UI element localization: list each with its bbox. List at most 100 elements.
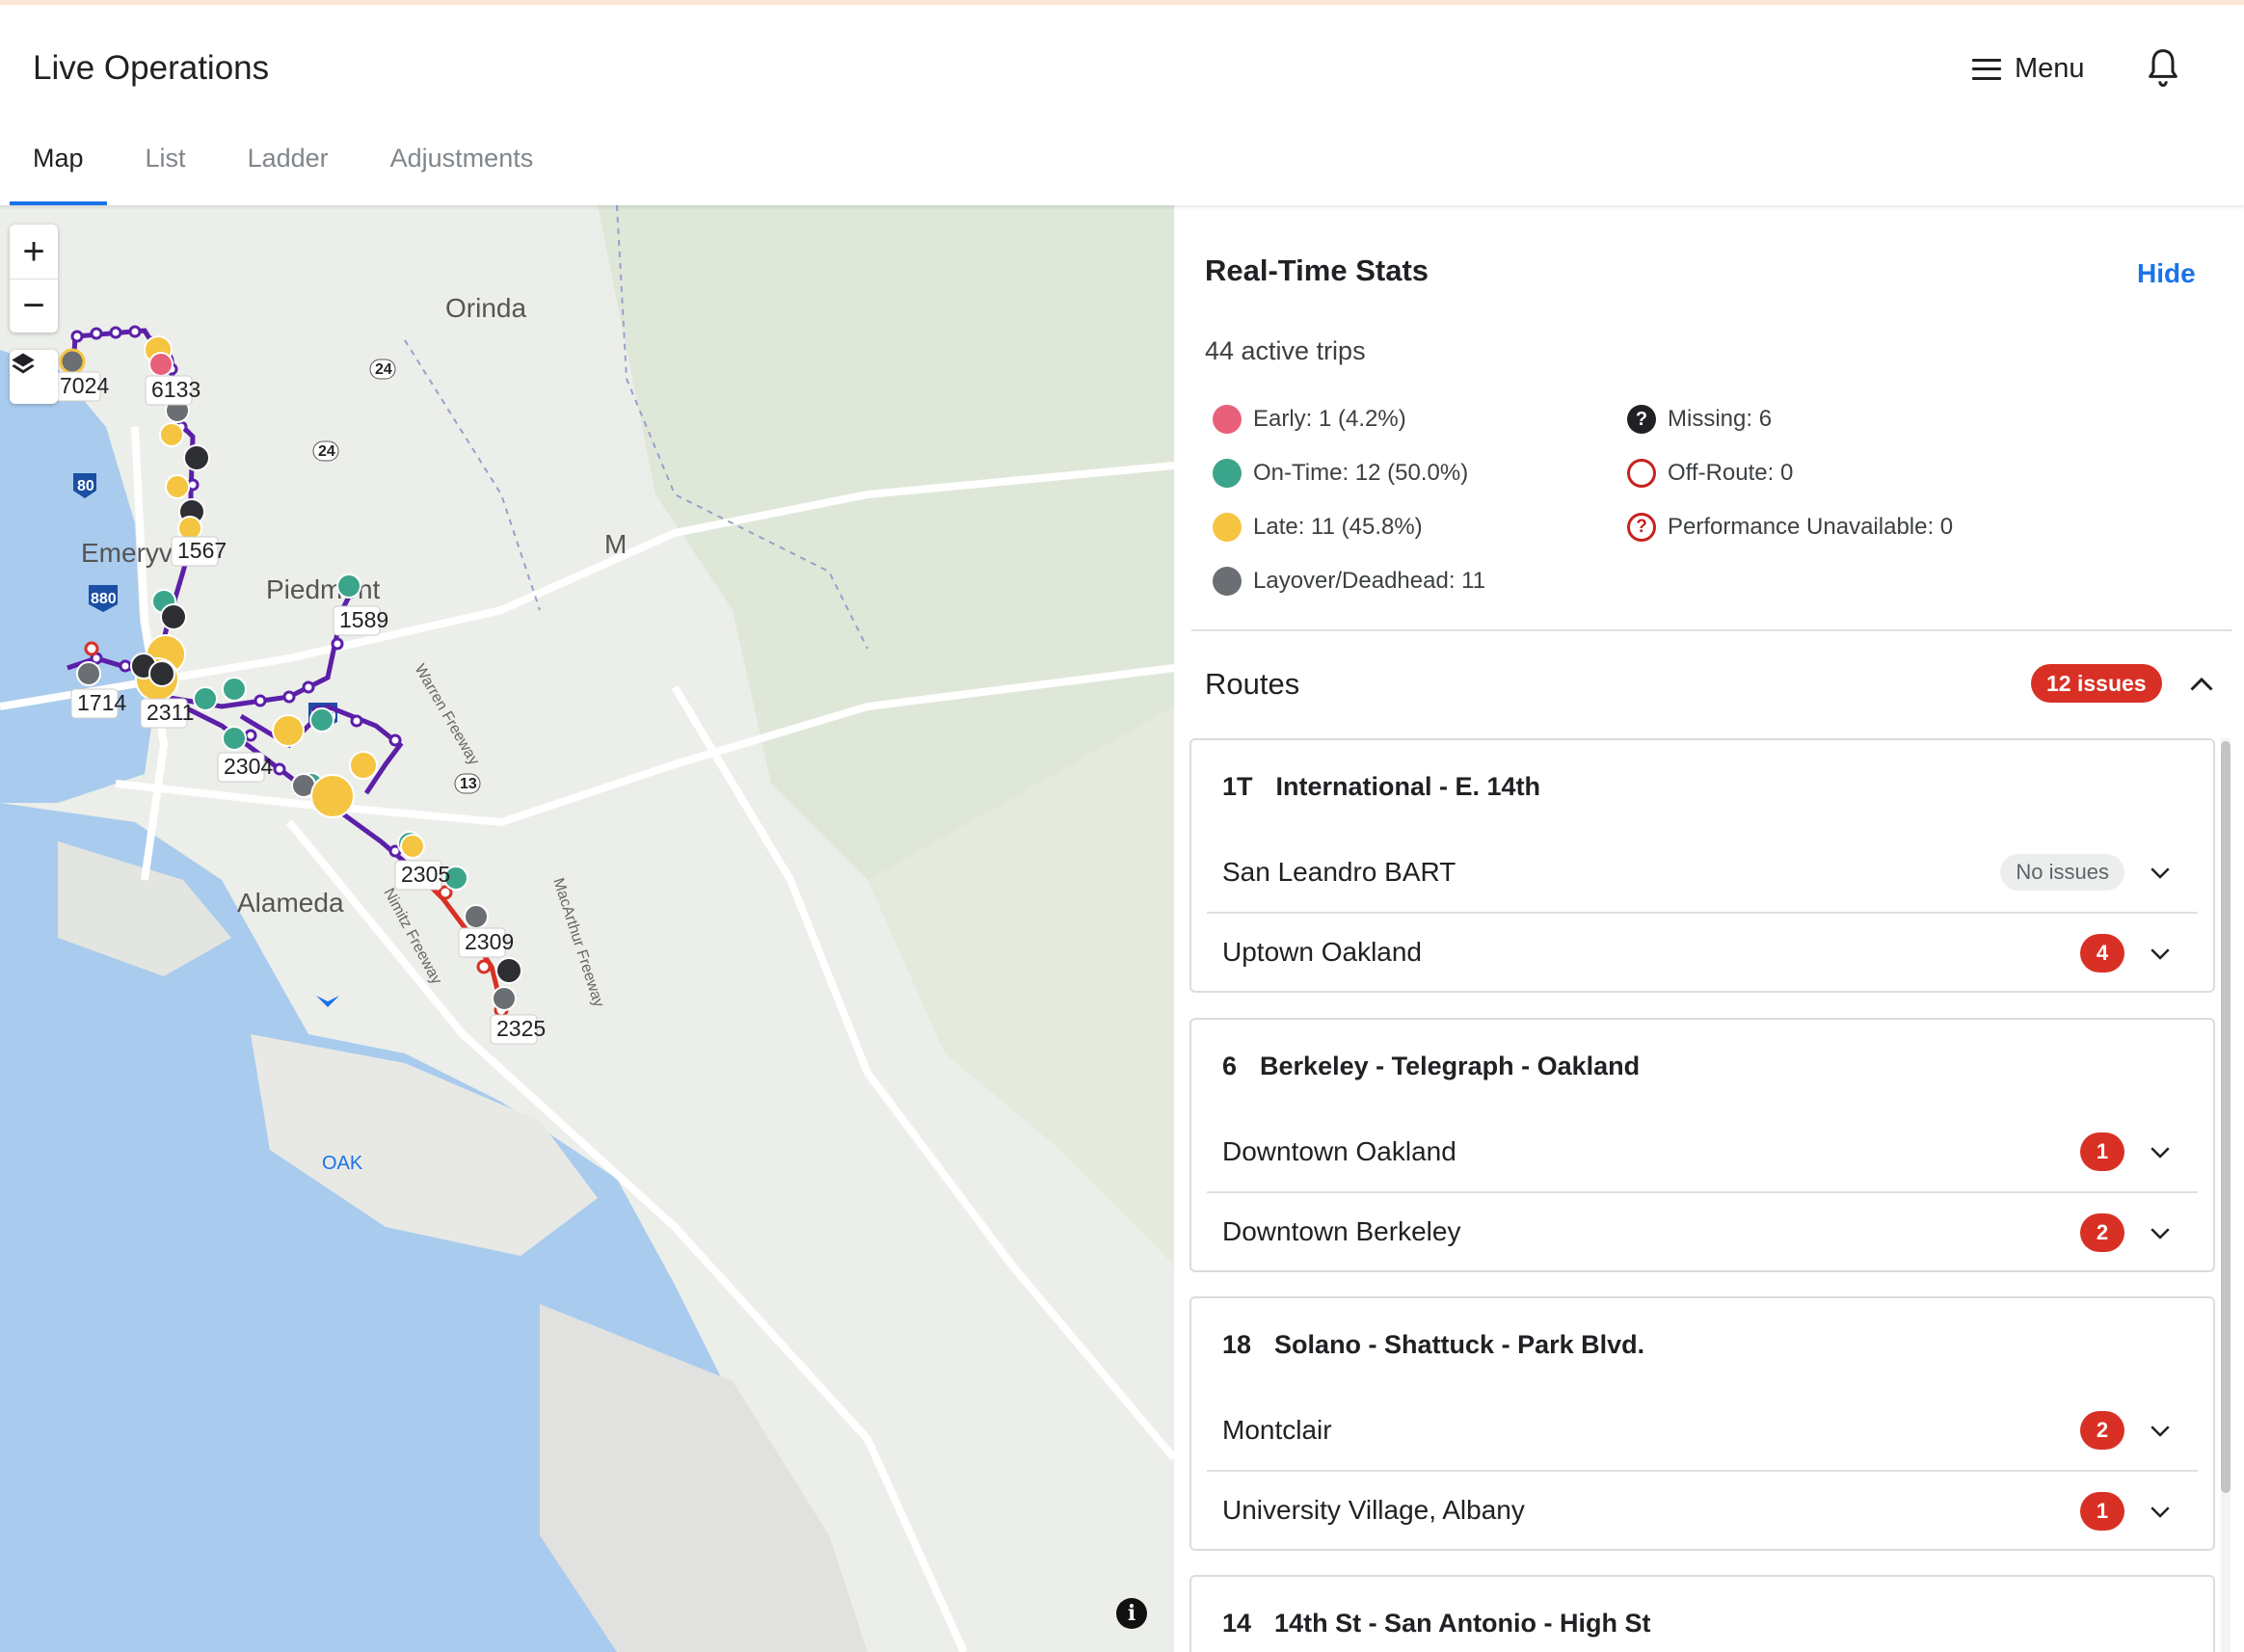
- issue-count-badge: 4: [2080, 934, 2124, 973]
- vehicle-marker-missing: [148, 660, 175, 687]
- vehicle-label: 2304: [217, 752, 273, 783]
- route-card-14: 14 14th St - San Antonio - High St: [1189, 1575, 2215, 1652]
- direction-row[interactable]: Downtown Oakland 1: [1207, 1112, 2198, 1191]
- bell-icon[interactable]: [2144, 47, 2182, 90]
- vehicle-marker-late: [165, 474, 190, 499]
- zoom-in-button[interactable]: +: [22, 229, 45, 273]
- alameda-land: [251, 1034, 598, 1256]
- legend-early: Early: 1 (4.2%): [1213, 405, 1406, 434]
- legend-early-label: Early: 1 (4.2%): [1253, 406, 1406, 432]
- vehicle-marker-late: [400, 834, 425, 859]
- hwy-880-road: [285, 819, 968, 1652]
- hwy-shield-24a: 24: [369, 359, 396, 380]
- direction-name: Montclair: [1222, 1415, 1332, 1445]
- chevron-down-icon[interactable]: [2146, 1497, 2175, 1526]
- hwy-shield-13: 13: [454, 773, 481, 794]
- hills-parkland-south: [868, 706, 1174, 1266]
- side-panel: Real-Time Stats Hide 44 active trips Ear…: [1174, 205, 2244, 1652]
- zoom-controls: + −: [10, 225, 58, 333]
- layers-button[interactable]: [10, 350, 58, 404]
- chevron-up-icon[interactable]: [2184, 668, 2219, 703]
- route-header: 1T International - E. 14th: [1191, 740, 2213, 833]
- tab-map[interactable]: Map: [10, 126, 107, 205]
- route-number: 18: [1222, 1329, 1252, 1359]
- live-map[interactable]: Orinda Emeryville Piedmont Alameda OAK M…: [0, 205, 1174, 1652]
- vehicle-label: 2311: [140, 698, 194, 729]
- vehicle-marker-late: [349, 751, 378, 780]
- direction-name: Downtown Berkeley: [1222, 1216, 1461, 1246]
- legend-offroute: Off-Route: 0: [1627, 459, 1793, 488]
- vehicle-marker-missing: [160, 603, 187, 630]
- route-name: International - E. 14th: [1275, 771, 1541, 801]
- hwy-shield-880: 880: [89, 585, 118, 612]
- late-dot-icon: [1213, 513, 1242, 542]
- route-header: 18 Solano - Shattuck - Park Blvd.: [1191, 1298, 2213, 1391]
- hwy-24-road: [0, 462, 1174, 710]
- chevron-down-icon[interactable]: [2146, 1416, 2175, 1445]
- offroute-ring-icon: [1627, 459, 1656, 488]
- routes-scrollbar-thumb[interactable]: [2221, 741, 2231, 1493]
- chevron-down-icon[interactable]: [2146, 1137, 2175, 1166]
- vehicle-marker-layover: [59, 348, 86, 375]
- direction-name: University Village, Albany: [1222, 1495, 1525, 1525]
- vehicle-marker-layover: [492, 986, 517, 1011]
- vehicle-marker-late: [310, 774, 355, 818]
- issue-count-badge: 1: [2080, 1492, 2124, 1531]
- map-info-button[interactable]: i: [1116, 1598, 1147, 1629]
- vehicle-label: 6133: [145, 375, 200, 406]
- tab-ladder[interactable]: Ladder: [247, 144, 329, 173]
- route-number: 6: [1222, 1051, 1238, 1080]
- direction-row[interactable]: Montclair 2: [1207, 1391, 2198, 1470]
- vehicle-marker-layover: [464, 904, 489, 929]
- issue-count-badge: 1: [2080, 1132, 2124, 1171]
- hide-stats-button[interactable]: Hide: [2137, 258, 2196, 288]
- svg-text:1567: 1567: [177, 538, 227, 563]
- svg-text:7024: 7024: [60, 373, 109, 398]
- vehicle-marker-missing: [183, 444, 210, 471]
- vehicle-marker-missing: [495, 957, 522, 984]
- menu-button[interactable]: Menu: [1972, 53, 2085, 85]
- vehicle-marker-ontime: [222, 726, 247, 751]
- direction-row[interactable]: Downtown Berkeley 2: [1207, 1191, 2198, 1270]
- vehicle-marker-late: [159, 422, 184, 447]
- hamburger-icon: [1972, 58, 2001, 80]
- vehicle-marker-ontime: [336, 573, 361, 599]
- tab-list[interactable]: List: [145, 144, 186, 173]
- vehicle-labels: 7024 6133 1567 1589 1714 2311 2304 2305 …: [53, 371, 546, 1045]
- legend-ontime: On-Time: 12 (50.0%): [1213, 459, 1468, 488]
- layers-control: [10, 350, 58, 404]
- svg-text:1714: 1714: [77, 690, 126, 715]
- tab-adjustments[interactable]: Adjustments: [389, 144, 534, 173]
- legend-layover: Layover/Deadhead: 11: [1213, 567, 1485, 596]
- city-boundary-2: [404, 339, 541, 611]
- early-dot-icon: [1213, 405, 1242, 434]
- chevron-down-icon[interactable]: [2146, 939, 2175, 968]
- issue-count-badge: 2: [2080, 1213, 2124, 1252]
- svg-text:1589: 1589: [339, 607, 388, 632]
- page-title: Live Operations: [33, 49, 270, 87]
- vehicle-marker-ontime: [309, 707, 334, 733]
- view-tabs: Map List Ladder Adjustments: [10, 126, 556, 205]
- vehicle-marker-ontime: [443, 866, 468, 891]
- place-label-alameda: Alameda: [237, 888, 344, 918]
- routes-title: Routes: [1205, 667, 1300, 701]
- routes-issues-badge: 12 issues: [2031, 664, 2162, 703]
- vehicle-marker-early: [148, 352, 174, 377]
- svg-text:24: 24: [318, 443, 335, 460]
- layers-icon: [12, 353, 35, 374]
- airport-icon: [316, 996, 339, 1007]
- chevron-down-icon[interactable]: [2146, 858, 2175, 887]
- chevron-down-icon[interactable]: [2146, 1218, 2175, 1247]
- layover-dot-icon: [1213, 567, 1242, 596]
- direction-row[interactable]: Uptown Oakland 4: [1207, 912, 2198, 991]
- svg-text:2311: 2311: [147, 700, 194, 725]
- direction-row[interactable]: San Leandro BART No issues: [1207, 833, 2198, 912]
- app-header: Live Operations Menu Map List Ladder Adj…: [0, 5, 2244, 205]
- port-land: [58, 841, 231, 976]
- direction-name: Downtown Oakland: [1222, 1136, 1456, 1166]
- vehicle-marker-late: [177, 516, 202, 541]
- route-card-6: 6 Berkeley - Telegraph - Oakland Downtow…: [1189, 1018, 2215, 1272]
- vehicle-label: 1567: [171, 536, 227, 567]
- direction-row[interactable]: University Village, Albany 1: [1207, 1470, 2198, 1549]
- zoom-out-button[interactable]: −: [10, 279, 58, 333]
